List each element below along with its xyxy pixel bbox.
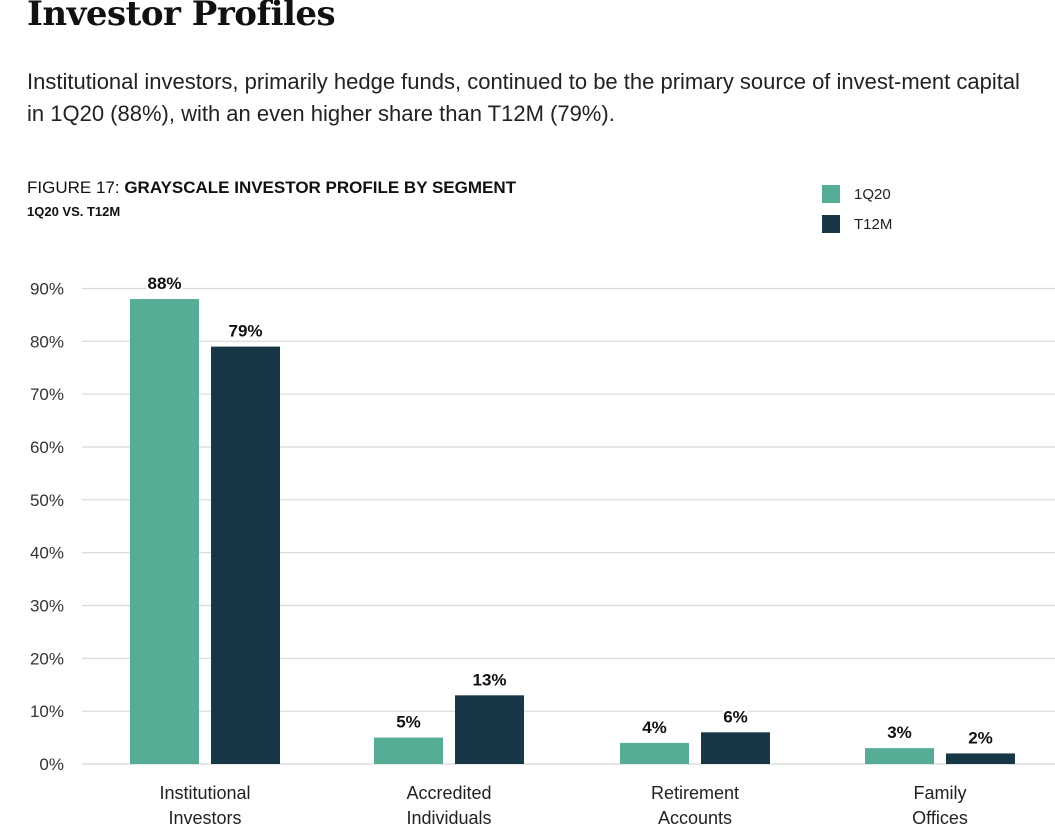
y-tick-label: 90% — [30, 280, 64, 299]
legend-label-1q20: 1Q20 — [854, 185, 891, 203]
y-tick-label: 30% — [30, 597, 64, 616]
legend-swatch-1q20 — [822, 185, 840, 203]
data-label-1q20: 4% — [642, 718, 667, 737]
intro-paragraph: Institutional investors, primarily hedge… — [27, 69, 1020, 126]
x-tick-label: Individuals — [406, 808, 491, 828]
bar-1q20 — [374, 737, 443, 764]
figure-number: FIGURE 17: — [27, 178, 120, 197]
x-tick-label: Retirement — [651, 783, 739, 803]
bar-t12m — [455, 695, 524, 764]
y-tick-label: 20% — [30, 649, 64, 668]
bar-t12m — [946, 753, 1015, 764]
x-tick-label: Offices — [912, 808, 968, 828]
data-label-t12m: 2% — [968, 728, 993, 747]
bar-t12m — [701, 732, 770, 764]
legend-label-t12m: T12M — [854, 215, 893, 233]
bar-1q20 — [130, 299, 199, 764]
bar-t12m — [211, 346, 280, 764]
data-label-1q20: 88% — [147, 274, 181, 293]
y-tick-label: 60% — [30, 438, 64, 457]
bar-1q20 — [620, 742, 689, 764]
y-tick-label: 70% — [30, 385, 64, 404]
legend-swatch-t12m — [822, 215, 840, 233]
y-tick-label: 50% — [30, 491, 64, 510]
data-label-t12m: 6% — [723, 707, 748, 726]
figure-title: FIGURE 17: GRAYSCALE INVESTOR PROFILE BY… — [27, 178, 516, 198]
x-tick-label: Institutional — [159, 783, 250, 803]
figure-name: GRAYSCALE INVESTOR PROFILE BY SEGMENT — [124, 178, 517, 197]
y-tick-label: 40% — [30, 544, 64, 563]
x-tick-label: Accredited — [406, 783, 491, 803]
x-tick-label: Investors — [168, 808, 241, 828]
bar-1q20 — [865, 748, 934, 764]
y-tick-label: 10% — [30, 702, 64, 721]
chart-legend: 1Q20 T12M — [822, 184, 892, 244]
data-label-1q20: 5% — [396, 713, 421, 732]
figure-subtitle: 1Q20 VS. T12M — [27, 204, 121, 219]
data-label-1q20: 3% — [887, 723, 912, 742]
y-tick-label: 0% — [39, 755, 64, 774]
x-tick-label: Accounts — [658, 808, 732, 828]
data-label-t12m: 79% — [228, 322, 262, 341]
y-tick-label: 80% — [30, 332, 64, 351]
data-label-t12m: 13% — [472, 670, 506, 689]
page-title: Investor Profiles — [27, 0, 336, 34]
x-tick-label: Family — [914, 783, 967, 803]
legend-item-1q20: 1Q20 — [822, 184, 892, 204]
legend-item-t12m: T12M — [822, 214, 892, 234]
